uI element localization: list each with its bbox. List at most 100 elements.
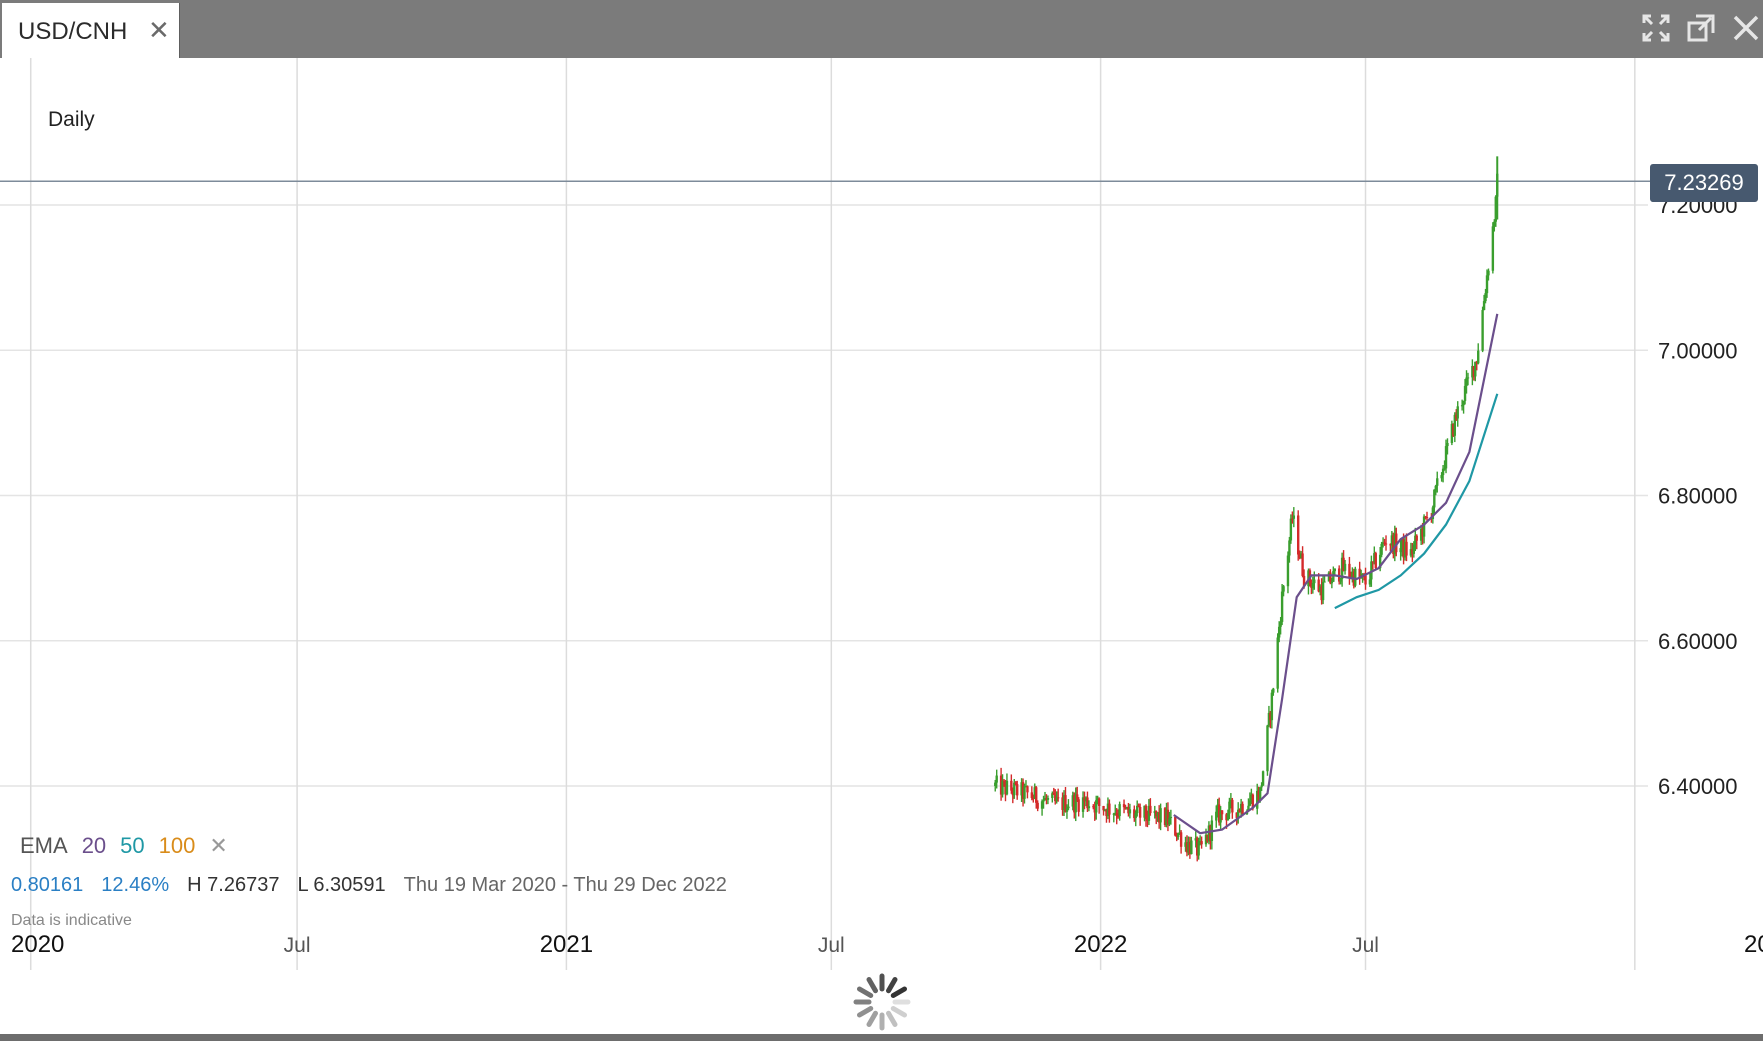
candle-body — [1389, 544, 1392, 546]
candle-body — [1074, 794, 1077, 813]
candle-body — [1431, 507, 1435, 519]
ema-100-label[interactable]: 100 — [158, 833, 196, 858]
candle-body — [1097, 798, 1101, 806]
candle-body — [1040, 801, 1044, 809]
candle-body — [1456, 406, 1459, 419]
candle-body — [1179, 832, 1183, 847]
interval-label[interactable]: Daily — [48, 108, 95, 131]
candle-body — [1434, 485, 1437, 490]
candle-body — [1226, 813, 1230, 821]
candle-body — [1348, 563, 1351, 577]
candle-body — [1102, 805, 1105, 811]
y-tick-label: 6.40000 — [1658, 774, 1738, 799]
candle-body — [1411, 549, 1414, 554]
candle-body — [1054, 794, 1057, 802]
candle-body — [1033, 787, 1036, 799]
candle-body — [1258, 787, 1262, 801]
close-icon[interactable]: ✕ — [209, 833, 228, 858]
loading-spinner-icon — [853, 973, 911, 1031]
popout-icon[interactable] — [1685, 12, 1717, 44]
candle-body — [1030, 792, 1034, 799]
candle-body — [1380, 543, 1383, 555]
bottom-border — [0, 1034, 1763, 1041]
candle-body — [1198, 841, 1202, 843]
candle-body — [1081, 797, 1085, 812]
tab-label: USD/CNH — [18, 18, 128, 45]
candle-body — [1422, 516, 1426, 537]
candle-body — [1215, 811, 1218, 821]
candle-body — [1011, 790, 1015, 796]
candle-body — [1114, 813, 1117, 815]
x-tick-label: Jul — [818, 934, 845, 957]
candle-body — [1220, 810, 1224, 815]
candle-body — [1133, 809, 1136, 819]
candle-body — [1061, 797, 1064, 810]
close-icon[interactable] — [1730, 12, 1762, 44]
candle-body — [1108, 803, 1111, 815]
fullscreen-icon[interactable] — [1640, 12, 1672, 44]
candle-body — [1083, 797, 1086, 802]
candle-body — [1187, 841, 1190, 853]
candle-body — [1298, 554, 1301, 559]
candle-body — [1124, 807, 1127, 809]
candle-body — [1143, 805, 1146, 818]
candle-body — [1425, 517, 1429, 519]
candle-body — [1076, 794, 1079, 800]
tab-usd-cnh[interactable]: USD/CNH ✕ — [2, 3, 180, 58]
candle-body — [1190, 840, 1193, 855]
candle-body — [1026, 786, 1029, 793]
candle-body — [1116, 815, 1120, 817]
spinner-segment — [856, 1006, 874, 1018]
candle-body — [1166, 809, 1170, 825]
candle-body — [1484, 293, 1487, 302]
candle-body — [1194, 838, 1197, 841]
candle-body — [1020, 782, 1023, 796]
ema-20-label[interactable]: 20 — [81, 833, 107, 858]
candle-body — [1219, 810, 1222, 823]
candle-body — [1155, 811, 1158, 817]
candle-body — [1055, 797, 1058, 802]
candle-body — [1106, 803, 1110, 817]
stats-row: 0.80161 12.46% H 7.26737 L 6.30591 Thu 19 Ma… — [11, 874, 745, 897]
candle-body — [1064, 795, 1067, 812]
candle-body — [1395, 533, 1398, 553]
candle-body — [1138, 806, 1142, 818]
candle-body — [1311, 583, 1315, 588]
candle-body — [1342, 557, 1345, 571]
candle-body — [1010, 780, 1013, 791]
candle-body — [1477, 350, 1480, 364]
y-tick-label: 6.60000 — [1658, 629, 1738, 654]
candle-body — [1200, 841, 1203, 845]
candle-body — [1125, 807, 1129, 809]
candle-body — [1433, 489, 1436, 508]
candle-body — [1087, 806, 1091, 809]
window-title-bar: USD/CNH ✕ — [0, 0, 1763, 58]
ema-50-label[interactable]: 50 — [120, 833, 145, 858]
ema-label[interactable]: EMA — [20, 833, 68, 858]
close-icon[interactable]: ✕ — [148, 15, 170, 45]
low-value: L 6.30591 — [297, 874, 386, 896]
candle-body — [1327, 572, 1331, 582]
candle-body — [1383, 542, 1386, 544]
candle-body — [1231, 799, 1234, 813]
candle-body — [1229, 799, 1233, 802]
candle-body — [1209, 825, 1212, 841]
spinner-segment — [866, 976, 878, 994]
candle-body — [1474, 361, 1477, 377]
candle-body — [1289, 518, 1293, 541]
candle-body — [1446, 443, 1449, 447]
ema-20-line — [1173, 313, 1499, 835]
candle-body — [1188, 841, 1192, 855]
candle-body — [1436, 478, 1439, 486]
candle-body — [1494, 196, 1497, 222]
candle-body — [1096, 798, 1099, 801]
candle-body — [1036, 802, 1039, 809]
ema-50-line — [1334, 393, 1499, 610]
candle-body — [1147, 805, 1151, 821]
candle-body — [1014, 782, 1017, 785]
candle-body — [1493, 221, 1496, 227]
candle-body — [1118, 804, 1121, 817]
candle-body — [1373, 553, 1376, 562]
